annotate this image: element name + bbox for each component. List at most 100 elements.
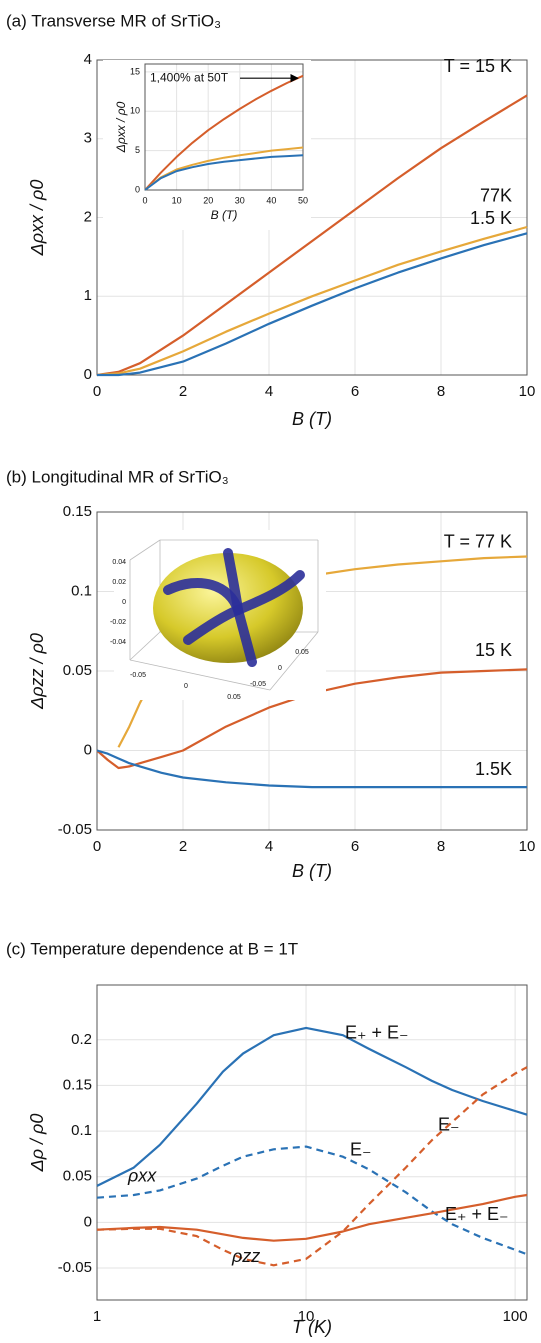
series-line — [96, 668, 528, 770]
y-axis-label: Δρzz / ρ0 — [27, 633, 47, 710]
annotation: ρzz — [231, 1246, 260, 1266]
series-label: 77K — [480, 186, 512, 206]
wireframe — [269, 631, 319, 691]
x-tick-label: 10 — [519, 838, 536, 855]
panel-title: (c) Temperature dependence at B = 1T — [6, 939, 298, 958]
y-tick-label: 4 — [84, 51, 92, 68]
y-tick-label: 0.05 — [63, 1168, 92, 1185]
y-axis-label: Δρxx / ρ0 — [27, 180, 47, 257]
x-tick-label: 4 — [265, 383, 273, 400]
x-axis-label: B (T) — [292, 409, 332, 429]
x-tick-label: 1 — [93, 1308, 101, 1325]
plot-frame — [96, 59, 528, 376]
series-line — [96, 1145, 528, 1256]
z-tick-label: -0.02 — [110, 619, 126, 626]
panel-title: (a) Transverse MR of SrTiO₃ — [6, 11, 221, 30]
series-label: 1.5K — [475, 759, 512, 779]
annotation: 1,400% at 50T — [150, 70, 229, 84]
y-tick-label: 0.05 — [63, 662, 92, 679]
wireframe — [129, 659, 271, 691]
series-label: T = 15 K — [444, 56, 512, 76]
series-line — [144, 154, 304, 191]
y-tick-label: 2 — [84, 208, 92, 225]
y-tick-label: 5 — [135, 145, 140, 155]
series-line — [144, 146, 304, 191]
y-tick-label: 0 — [278, 665, 282, 672]
x-tick-label: 20 — [203, 195, 213, 205]
z-tick-label: 0.02 — [112, 579, 126, 586]
series-label: E₊ + E₋ — [345, 1023, 409, 1043]
x-tick-label: 10 — [172, 195, 182, 205]
series-line — [96, 1066, 528, 1267]
surface-band — [233, 570, 305, 615]
wireframe — [129, 539, 161, 561]
x-tick-label: 6 — [351, 383, 359, 400]
x-tick-label: 100 — [503, 1308, 528, 1325]
y-axis-label: Δρxx / ρ0 — [114, 101, 128, 153]
x-tick-label: 8 — [437, 383, 445, 400]
x-tick-label: 40 — [266, 195, 276, 205]
series-line — [96, 225, 528, 377]
x-tick-label: 0 — [93, 383, 101, 400]
surface-band — [183, 605, 243, 645]
y-tick-label: 15 — [130, 66, 140, 76]
plot-frame — [96, 511, 528, 831]
x-tick-label: 10 — [298, 1308, 315, 1325]
x-tick-label: 0.05 — [227, 694, 241, 701]
z-tick-label: 0 — [122, 599, 126, 606]
y-tick-label: 0 — [84, 366, 92, 383]
series-label: E₊ + E₋ — [445, 1204, 509, 1224]
x-tick-label: -0.05 — [130, 672, 146, 679]
series-line — [96, 94, 528, 377]
x-tick-label: 0 — [184, 683, 188, 690]
y-tick-label: 0.15 — [63, 503, 92, 520]
y-tick-label: 0 — [135, 184, 140, 194]
series-line — [144, 74, 304, 191]
y-axis-label: Δρ / ρ0 — [27, 1114, 47, 1173]
series-line — [96, 1026, 528, 1187]
x-tick-label: 8 — [437, 838, 445, 855]
y-tick-label: -0.05 — [58, 821, 92, 838]
x-tick-label: 0 — [142, 195, 147, 205]
series-label: E₋ — [350, 1139, 372, 1159]
panel-title: (b) Longitudinal MR of SrTiO₃ — [6, 467, 229, 486]
series-label: T = 77 K — [444, 531, 512, 551]
x-tick-label: 50 — [298, 195, 308, 205]
series-line — [97, 232, 528, 377]
series-line — [96, 749, 527, 789]
z-tick-label: 0.04 — [112, 559, 126, 566]
y-tick-label: 10 — [130, 106, 140, 116]
wireframe — [129, 631, 161, 661]
series-label: 1.5 K — [470, 208, 512, 228]
y-tick-label: 0.2 — [71, 1031, 92, 1048]
x-tick-label: 2 — [179, 838, 187, 855]
y-tick-label: -0.05 — [250, 681, 266, 688]
x-axis-label: B (T) — [211, 208, 238, 222]
x-axis-label: B (T) — [292, 861, 332, 881]
x-tick-label: 10 — [519, 383, 536, 400]
y-tick-label: -0.05 — [58, 1259, 92, 1276]
x-tick-label: 4 — [265, 838, 273, 855]
x-tick-label: 6 — [351, 838, 359, 855]
series-line — [96, 1193, 528, 1242]
series-label: E₋ — [438, 1115, 460, 1135]
x-tick-label: 30 — [235, 195, 245, 205]
annotation: ρxx — [127, 1165, 157, 1185]
x-tick-label: 2 — [179, 383, 187, 400]
x-axis-label: T (K) — [292, 1317, 332, 1337]
y-tick-label: 0.1 — [71, 1122, 92, 1139]
series-label: 15 K — [475, 640, 512, 660]
y-tick-label: 1 — [84, 287, 92, 304]
y-tick-label: 0 — [84, 1213, 92, 1230]
y-tick-label: 0 — [84, 741, 92, 758]
y-tick-label: 0.05 — [295, 649, 309, 656]
y-tick-label: 0.15 — [63, 1076, 92, 1093]
z-tick-label: -0.04 — [110, 639, 126, 646]
plot-frame — [144, 63, 304, 191]
x-tick-label: 0 — [93, 838, 101, 855]
y-tick-label: 3 — [84, 130, 92, 147]
plot-frame — [96, 984, 528, 1301]
y-tick-label: 0.1 — [71, 582, 92, 599]
